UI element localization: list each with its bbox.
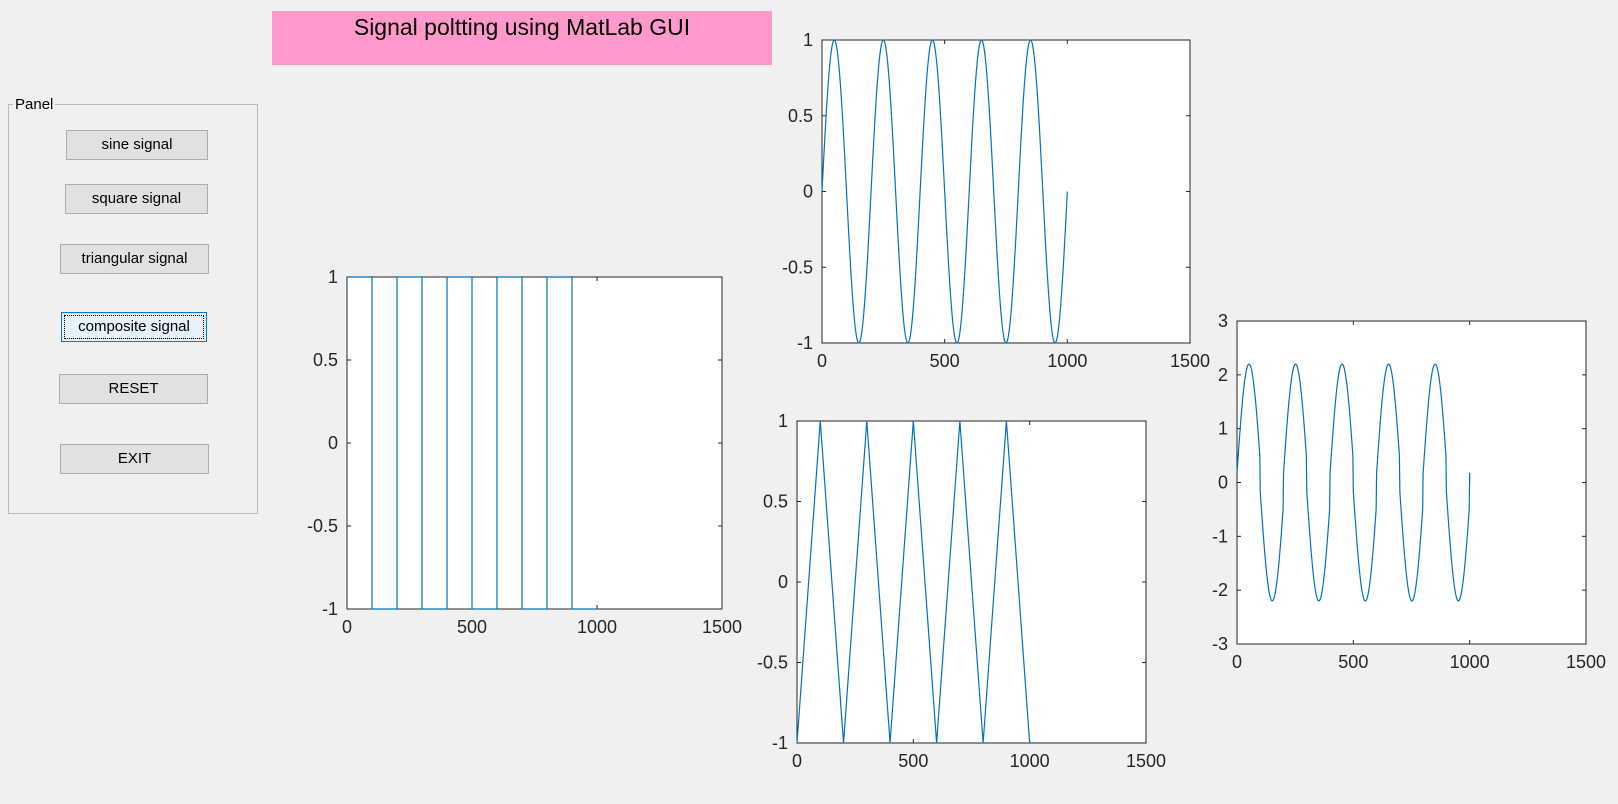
square-ytick-label: 0.5 <box>313 350 338 370</box>
composite-signal-line <box>1236 363 1471 602</box>
triangular-ytick-label: 1 <box>778 411 788 431</box>
triangular-ytick-label: 0.5 <box>763 492 788 512</box>
triangular-xtick-label: 1000 <box>1010 751 1050 771</box>
composite-signal-button[interactable]: composite signal <box>61 312 207 342</box>
square-signal-line <box>347 276 597 610</box>
square-xtick-label: 0 <box>342 617 352 637</box>
sine-xtick-label: 1000 <box>1047 351 1087 371</box>
button-panel <box>8 104 258 514</box>
triangular-ytick-label: -1 <box>772 733 788 753</box>
composite-ytick-label: -1 <box>1212 526 1228 546</box>
composite-ytick-label: 0 <box>1218 473 1228 493</box>
sine-ytick-label: -1 <box>797 333 813 353</box>
square-ytick-label: -1 <box>322 599 338 619</box>
composite-ytick-label: -3 <box>1212 634 1228 654</box>
exit-button[interactable]: EXIT <box>60 444 209 474</box>
composite-ytick-label: -2 <box>1212 580 1228 600</box>
composite-xtick-label: 1500 <box>1566 652 1606 672</box>
triangular-xtick-label: 0 <box>792 751 802 771</box>
sine-signal-line <box>821 39 1068 344</box>
triangular-signal-line <box>796 420 1031 744</box>
composite-ytick-label: 3 <box>1218 311 1228 331</box>
triangular-xtick-label: 500 <box>898 751 928 771</box>
square-xtick-label: 1000 <box>577 617 617 637</box>
triangular-ytick-label: 0 <box>778 572 788 592</box>
sine-xtick-label: 500 <box>930 351 960 371</box>
triangular-xtick-label: 1500 <box>1126 751 1166 771</box>
composite-xtick-label: 500 <box>1338 652 1368 672</box>
reset-button[interactable]: RESET <box>59 374 208 404</box>
sine-plot-area <box>821 39 1191 344</box>
square-xtick-label: 500 <box>457 617 487 637</box>
sine-ytick-label: -0.5 <box>782 257 813 277</box>
sine-signal-button[interactable]: sine signal <box>66 130 208 160</box>
square-xtick-label: 1500 <box>702 617 742 637</box>
composite-xtick-label: 1000 <box>1450 652 1490 672</box>
square-ytick-label: 1 <box>328 267 338 287</box>
square-signal-button[interactable]: square signal <box>65 184 208 214</box>
sine-xtick-label: 1500 <box>1170 351 1210 371</box>
sine-ytick-label: 1 <box>803 30 813 50</box>
triangular-signal-button[interactable]: triangular signal <box>60 244 209 274</box>
composite-plot-area <box>1236 320 1587 645</box>
sine-ytick-label: 0 <box>803 182 813 202</box>
triangular-ytick-label: -0.5 <box>757 653 788 673</box>
square-ytick-label: 0 <box>328 433 338 453</box>
composite-xtick-label: 0 <box>1232 652 1242 672</box>
composite-ytick-label: 2 <box>1218 365 1228 385</box>
square-ytick-label: -0.5 <box>307 516 338 536</box>
sine-ytick-label: 0.5 <box>788 106 813 126</box>
gui-title: Signal poltting using MatLab GUI <box>272 11 772 65</box>
composite-ytick-label: 1 <box>1218 419 1228 439</box>
sine-xtick-label: 0 <box>817 351 827 371</box>
square-plot-area <box>346 276 723 610</box>
panel-label: Panel <box>13 96 56 113</box>
